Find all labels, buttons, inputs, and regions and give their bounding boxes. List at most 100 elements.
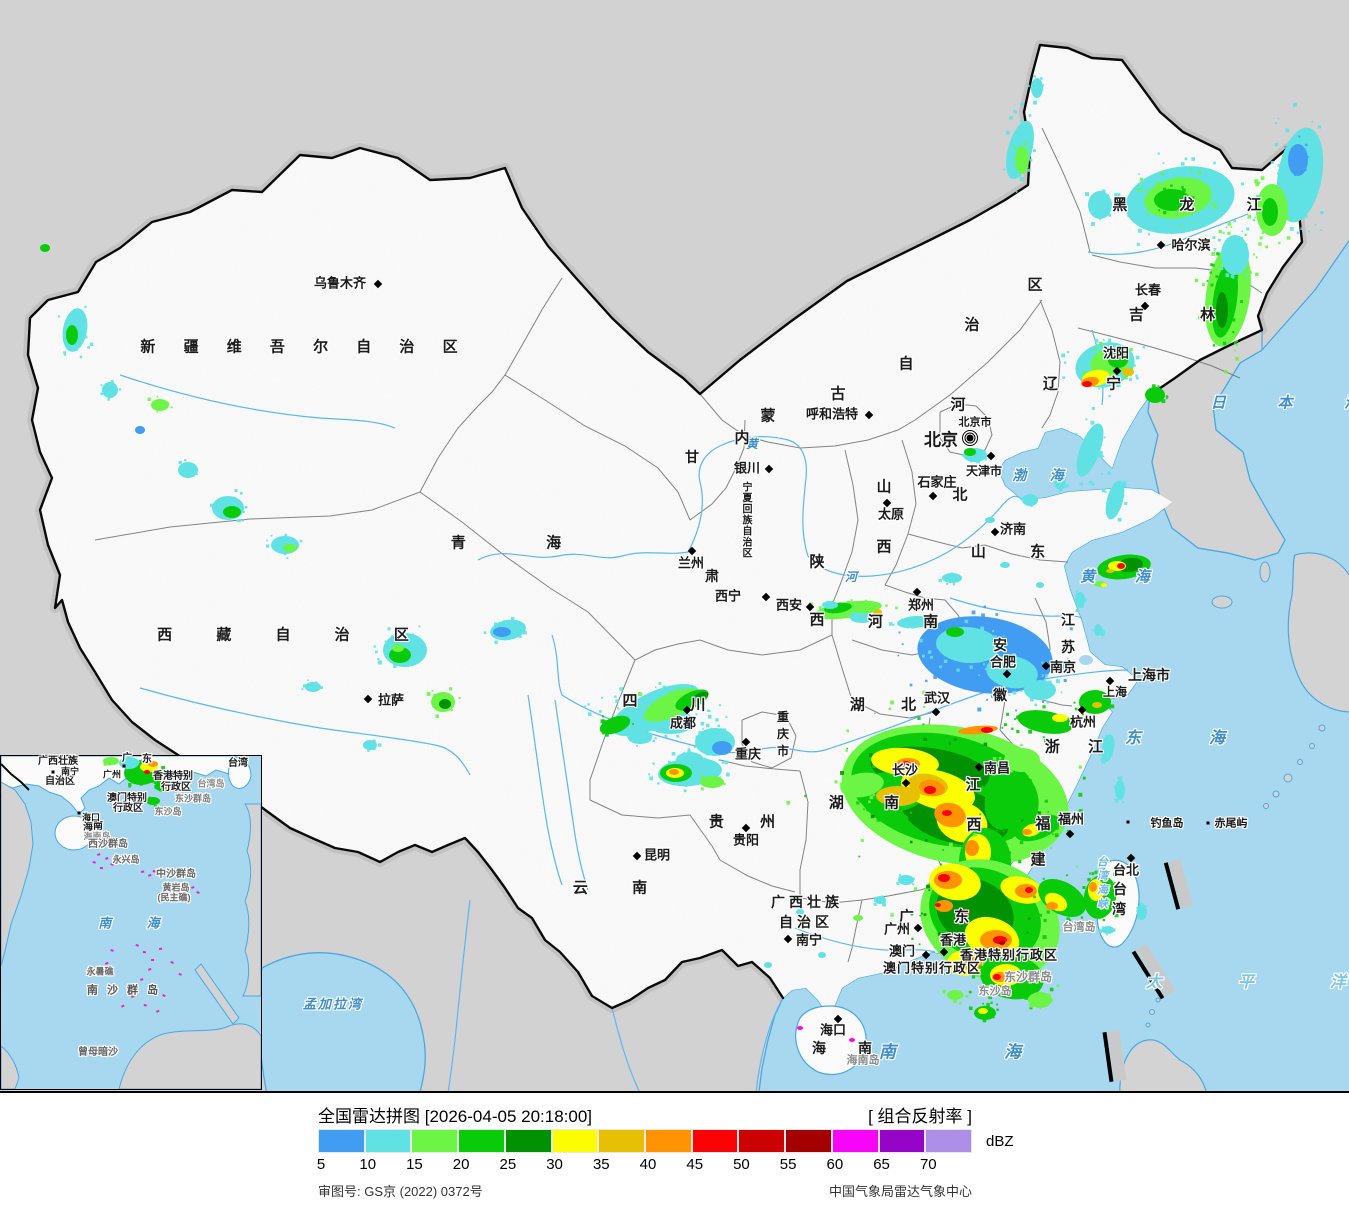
echo-speckle bbox=[602, 731, 606, 735]
echo-blob bbox=[764, 962, 772, 968]
echo-speckle bbox=[724, 760, 729, 765]
scale-cell-70 bbox=[925, 1129, 973, 1153]
echo-speckle bbox=[1059, 726, 1063, 730]
echo-blob bbox=[1154, 189, 1190, 211]
echo-speckle bbox=[928, 751, 931, 754]
echo-speckle bbox=[1123, 366, 1126, 368]
city-marker bbox=[1156, 240, 1166, 250]
echo-blob bbox=[392, 644, 404, 652]
echo-speckle bbox=[930, 849, 934, 853]
city-marker bbox=[687, 546, 697, 556]
echo-speckle bbox=[985, 458, 987, 461]
scale-tick: 20 bbox=[452, 1156, 470, 1173]
echo-speckle bbox=[1069, 919, 1072, 922]
echo-speckle bbox=[1218, 229, 1222, 234]
echo-speckle bbox=[1317, 153, 1321, 157]
echo-blob bbox=[981, 727, 993, 733]
echo-speckle bbox=[1043, 918, 1047, 923]
echo-speckle bbox=[843, 616, 846, 619]
echo-speckle bbox=[687, 748, 691, 751]
inset-city-dot bbox=[122, 764, 126, 768]
echo-speckle bbox=[929, 617, 932, 621]
echo-speckle bbox=[1117, 517, 1122, 522]
province-label: 澳门特别行政区 bbox=[882, 960, 982, 976]
province-label: 湖 北 bbox=[849, 696, 933, 714]
echo-speckle bbox=[1213, 201, 1217, 205]
echo-speckle bbox=[1189, 168, 1193, 171]
echo-speckle bbox=[1005, 772, 1010, 777]
echo-speckle bbox=[957, 580, 959, 583]
reef-marker bbox=[105, 961, 109, 965]
city-label: 海口 bbox=[819, 1022, 847, 1038]
echo-blob bbox=[797, 1026, 803, 1030]
echo-speckle bbox=[994, 649, 997, 652]
echo-speckle bbox=[850, 599, 853, 602]
echo-speckle bbox=[959, 1001, 962, 1005]
echo-speckle bbox=[941, 925, 945, 929]
echo-speckle bbox=[1027, 168, 1031, 172]
echo-speckle bbox=[1042, 705, 1046, 709]
inset-philippines bbox=[242, 803, 261, 997]
echo-speckle bbox=[1029, 713, 1034, 717]
echo-speckle bbox=[687, 749, 691, 753]
echo-speckle bbox=[1113, 881, 1116, 884]
echo-speckle bbox=[244, 505, 248, 509]
echo-speckle bbox=[170, 406, 173, 409]
echo-blob bbox=[146, 797, 160, 805]
echo-speckle bbox=[1002, 830, 1005, 833]
echo-speckle bbox=[407, 661, 411, 665]
echo-speckle bbox=[1245, 243, 1248, 246]
echo-speckle bbox=[1213, 205, 1217, 210]
echo-speckle bbox=[1277, 164, 1280, 167]
echo-speckle bbox=[1063, 678, 1067, 682]
echo-speckle bbox=[866, 807, 871, 812]
echo-speckle bbox=[654, 737, 657, 740]
city-label: 乌鲁木齐 bbox=[313, 275, 367, 291]
echo-speckle bbox=[1005, 903, 1009, 907]
echo-speckle bbox=[1225, 273, 1230, 278]
echo-blob bbox=[135, 426, 145, 434]
echo-speckle bbox=[988, 768, 991, 771]
echo-speckle bbox=[1002, 635, 1005, 638]
echo-speckle bbox=[652, 739, 656, 743]
echo-speckle bbox=[602, 719, 607, 724]
echo-speckle bbox=[1122, 801, 1125, 803]
city-marker bbox=[1112, 366, 1122, 376]
echo-speckle bbox=[996, 959, 1001, 964]
echo-speckle bbox=[1018, 859, 1022, 864]
inset-city-dot bbox=[51, 770, 55, 774]
echo-speckle bbox=[676, 717, 680, 721]
echo-speckle bbox=[979, 813, 982, 816]
echo-speckle bbox=[1276, 172, 1279, 175]
echo-speckle bbox=[105, 763, 108, 766]
echo-speckle bbox=[1026, 166, 1029, 169]
echo-speckle bbox=[953, 738, 957, 741]
echo-speckle bbox=[1033, 970, 1038, 975]
city-marker bbox=[1065, 829, 1075, 839]
echo-speckle bbox=[1176, 176, 1179, 179]
jeju bbox=[1211, 595, 1233, 609]
echo-speckle bbox=[662, 685, 667, 690]
echo-speckle bbox=[833, 616, 836, 618]
echo-speckle bbox=[1039, 1007, 1042, 1010]
echo-speckle bbox=[979, 783, 982, 786]
echo-speckle bbox=[1055, 679, 1060, 684]
echo-speckle bbox=[1030, 949, 1034, 952]
echo-speckle bbox=[1216, 252, 1220, 256]
inset-label: 永暑礁 bbox=[86, 966, 114, 977]
echo-speckle bbox=[973, 833, 977, 837]
province-label: 治 bbox=[964, 316, 980, 334]
echo-speckle bbox=[79, 355, 83, 359]
echo-blob bbox=[1028, 992, 1052, 1008]
echo-blob bbox=[599, 715, 631, 735]
city-label: 香港 bbox=[939, 932, 967, 948]
echo-speckle bbox=[1107, 341, 1112, 345]
city-label: 台北 bbox=[1112, 862, 1140, 878]
echo-speckle bbox=[449, 687, 453, 691]
echo-speckle bbox=[242, 510, 245, 513]
reef-marker bbox=[99, 867, 103, 870]
echo-speckle bbox=[877, 616, 881, 620]
echo-speckle bbox=[1257, 181, 1261, 185]
echo-speckle bbox=[1157, 152, 1160, 155]
echo-speckle bbox=[718, 759, 720, 761]
